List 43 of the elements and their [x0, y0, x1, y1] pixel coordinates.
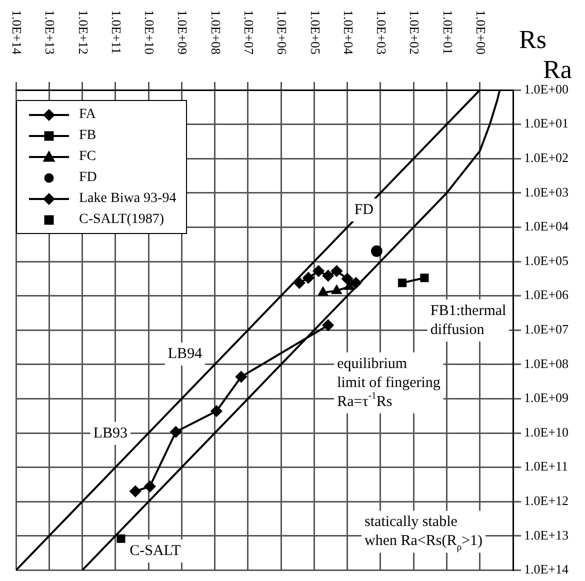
- x-tick-label: 1.0E+03: [374, 10, 390, 55]
- y-tick-label: 1.0E+08: [524, 356, 569, 371]
- annotation: LB94: [168, 346, 203, 362]
- y-tick-label: 1.0E+05: [524, 252, 569, 268]
- y-tick-label: 1.0E+04: [524, 218, 570, 234]
- x-tick-label: 1.0E+14: [10, 10, 25, 56]
- x-tick-label: 1.0E+13: [42, 10, 58, 55]
- y-tick-label: 1.0E+01: [524, 116, 569, 131]
- legend-label: FC: [79, 148, 96, 164]
- x-tick-label: 1.0E+05: [308, 10, 323, 55]
- annotation: LB93: [93, 425, 128, 442]
- legend-label: C-SALT(1987): [79, 212, 164, 228]
- y-axis-title: Ra: [543, 55, 572, 84]
- x-axis-title: Rs: [519, 25, 546, 54]
- x-tick-label: 1.0E+02: [407, 10, 422, 55]
- y-tick-label: 1.0E+09: [524, 390, 569, 406]
- x-tick-label: 1.0E+00: [473, 10, 488, 55]
- y-tick-label: 1.0E+12: [524, 493, 569, 508]
- y-tick-label: 1.0E+10: [524, 424, 569, 440]
- x-tick-label: 1.0E+08: [208, 10, 224, 55]
- legend-label: Lake Biwa 93-94: [79, 190, 176, 206]
- x-tick-label: 1.0E+10: [142, 10, 158, 55]
- x-tick-label: 1.0E+09: [175, 10, 190, 55]
- annotation: FD: [354, 202, 374, 218]
- y-tick-label: 1.0E+14: [524, 562, 570, 577]
- x-tick-label: 1.0E+01: [440, 10, 456, 55]
- y-tick-label: 1.0E+13: [524, 527, 569, 542]
- x-tick-label: 1.0E+11: [108, 10, 124, 54]
- y-tick-label: 1.0E+07: [524, 322, 570, 337]
- annotation: FB1:thermal diffusion: [430, 302, 506, 338]
- y-tick-label: 1.0E+03: [524, 184, 569, 200]
- x-tick-label: 1.0E+06: [274, 10, 290, 56]
- x-tick-label: 1.0E+12: [76, 10, 91, 55]
- y-tick-label: 1.0E+02: [524, 150, 569, 166]
- x-tick-label: 1.0E+04: [340, 10, 356, 56]
- annotation: C-SALT: [130, 542, 181, 559]
- x-tick-label: 1.0E+07: [242, 10, 257, 56]
- legend-label: FA: [79, 106, 96, 122]
- y-tick-label: 1.0E+00: [524, 81, 569, 96]
- legend-label: FD: [79, 170, 97, 186]
- y-tick-label: 1.0E+06: [524, 287, 570, 302]
- y-tick-label: 1.0E+11: [524, 458, 568, 474]
- legend-label: FB: [79, 128, 96, 144]
